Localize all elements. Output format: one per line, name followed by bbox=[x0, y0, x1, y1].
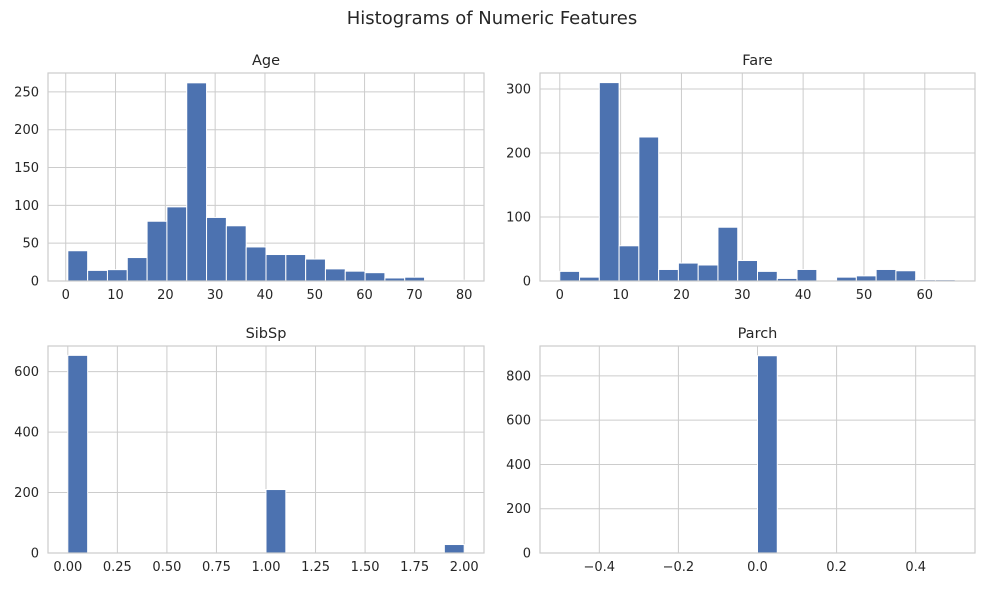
x-tick-label: 0.50 bbox=[152, 560, 181, 575]
y-tick-label: 300 bbox=[506, 83, 531, 98]
y-tick-label: 0 bbox=[523, 275, 531, 290]
histogram-bar bbox=[697, 264, 719, 282]
y-tick-label: 400 bbox=[14, 426, 39, 441]
panel-2: 0.00 0.25 0.50 0.75 1.00 1.25 1.50 1.75 2.00 0 200… bbox=[14, 326, 485, 575]
x-tick-label: 1.75 bbox=[400, 560, 429, 575]
histogram-bar bbox=[265, 489, 287, 554]
y-tick-label: 400 bbox=[506, 458, 531, 473]
histogram-bar bbox=[265, 254, 287, 282]
y-tick-label: 50 bbox=[22, 237, 39, 252]
histogram-bar bbox=[67, 250, 89, 282]
histogram-bar bbox=[285, 254, 307, 282]
histogram-bar bbox=[875, 268, 897, 282]
y-tick-label: 100 bbox=[506, 211, 531, 226]
x-tick-label: 10 bbox=[107, 288, 124, 303]
subplot-title: SibSp bbox=[246, 326, 287, 342]
histogram-bar bbox=[658, 268, 679, 282]
y-tick-label: 600 bbox=[506, 414, 531, 429]
histogram-bar bbox=[146, 220, 168, 282]
histogram-bar bbox=[225, 225, 247, 282]
histogram-bar bbox=[443, 544, 465, 554]
histogram-bar bbox=[87, 269, 108, 282]
panel-1: 0 10 20 30 40 50 60 0 100 200 300 Fare bbox=[506, 53, 976, 303]
histogram-bar bbox=[757, 270, 778, 282]
x-tick-label: 0 bbox=[62, 288, 70, 303]
x-tick-label: 40 bbox=[257, 288, 274, 303]
histogram-bar bbox=[717, 226, 739, 282]
x-tick-label: 0.00 bbox=[53, 560, 82, 575]
x-tick-label: 40 bbox=[795, 288, 812, 303]
histogram-bar bbox=[186, 82, 208, 282]
histogram-bar bbox=[855, 275, 877, 282]
y-tick-label: 200 bbox=[14, 123, 39, 138]
axes-frame bbox=[47, 345, 485, 554]
x-tick-label: 50 bbox=[306, 288, 323, 303]
panel-0: 0 10 20 30 40 50 60 70 80 0 50 100 150 200 250 Age bbox=[14, 53, 485, 303]
histogram-bar bbox=[324, 268, 346, 282]
y-tick-label: 200 bbox=[506, 147, 531, 162]
x-tick-label: 0.75 bbox=[202, 560, 231, 575]
x-tick-label: 50 bbox=[856, 288, 873, 303]
x-tick-label: 1.50 bbox=[351, 560, 380, 575]
histogram-bar bbox=[106, 269, 128, 282]
x-tick-label: 70 bbox=[406, 288, 423, 303]
panel-3: −0.4 −0.2 0.0 0.2 0.4 0 200 400 600 800 Parch bbox=[506, 326, 976, 575]
histogram-bar bbox=[245, 246, 267, 282]
x-tick-label: 0 bbox=[556, 288, 564, 303]
x-tick-label: 0.25 bbox=[103, 560, 132, 575]
x-tick-label: −0.2 bbox=[663, 560, 695, 575]
histogram-bar bbox=[737, 260, 759, 282]
figure-title: Histograms of Numeric Features bbox=[346, 8, 638, 29]
y-tick-label: 200 bbox=[506, 502, 531, 517]
histogram-bar bbox=[206, 216, 227, 282]
y-tick-label: 200 bbox=[14, 486, 39, 501]
x-tick-label: 30 bbox=[207, 288, 224, 303]
subplot-title: Fare bbox=[742, 53, 773, 69]
x-tick-label: 1.25 bbox=[301, 560, 330, 575]
x-tick-label: 10 bbox=[612, 288, 629, 303]
x-tick-label: 60 bbox=[917, 288, 934, 303]
y-tick-label: 600 bbox=[14, 365, 39, 380]
x-tick-label: 0.4 bbox=[905, 560, 926, 575]
histogram-bar bbox=[344, 270, 366, 282]
y-tick-label: 100 bbox=[14, 199, 39, 214]
histogram-bar bbox=[126, 257, 148, 282]
x-tick-label: 2.00 bbox=[450, 560, 479, 575]
histogram-bar bbox=[559, 270, 581, 282]
x-tick-label: 0.0 bbox=[747, 560, 768, 575]
x-tick-label: 20 bbox=[157, 288, 174, 303]
x-tick-label: 60 bbox=[356, 288, 373, 303]
x-tick-label: 1.00 bbox=[252, 560, 281, 575]
x-tick-label: 20 bbox=[673, 288, 690, 303]
histogram-bar bbox=[677, 262, 699, 282]
histogram-bar bbox=[796, 268, 818, 282]
x-tick-label: −0.4 bbox=[584, 560, 616, 575]
histogram-bar bbox=[895, 270, 917, 282]
histogram-bar bbox=[67, 354, 89, 554]
y-tick-label: 250 bbox=[14, 85, 39, 100]
axes-frame bbox=[47, 72, 485, 282]
axes-frame bbox=[539, 345, 976, 554]
histogram-bar bbox=[364, 272, 386, 282]
y-tick-label: 0 bbox=[31, 275, 39, 290]
histogram-bar bbox=[598, 82, 620, 282]
histogram-bar bbox=[638, 136, 660, 282]
histogram-bar bbox=[618, 245, 640, 282]
subplot-title: Age bbox=[252, 53, 280, 69]
y-tick-label: 800 bbox=[506, 369, 531, 384]
axes-frame bbox=[539, 72, 976, 282]
histogram-bar bbox=[757, 355, 778, 554]
x-tick-label: 0.2 bbox=[826, 560, 847, 575]
x-tick-label: 80 bbox=[456, 288, 473, 303]
x-tick-label: 30 bbox=[734, 288, 751, 303]
y-tick-label: 150 bbox=[14, 161, 39, 176]
y-tick-label: 0 bbox=[523, 547, 531, 562]
histogram-bar bbox=[166, 206, 188, 282]
y-tick-label: 0 bbox=[31, 547, 39, 562]
subplot-title: Parch bbox=[738, 326, 778, 342]
histogram-bar bbox=[305, 258, 326, 282]
